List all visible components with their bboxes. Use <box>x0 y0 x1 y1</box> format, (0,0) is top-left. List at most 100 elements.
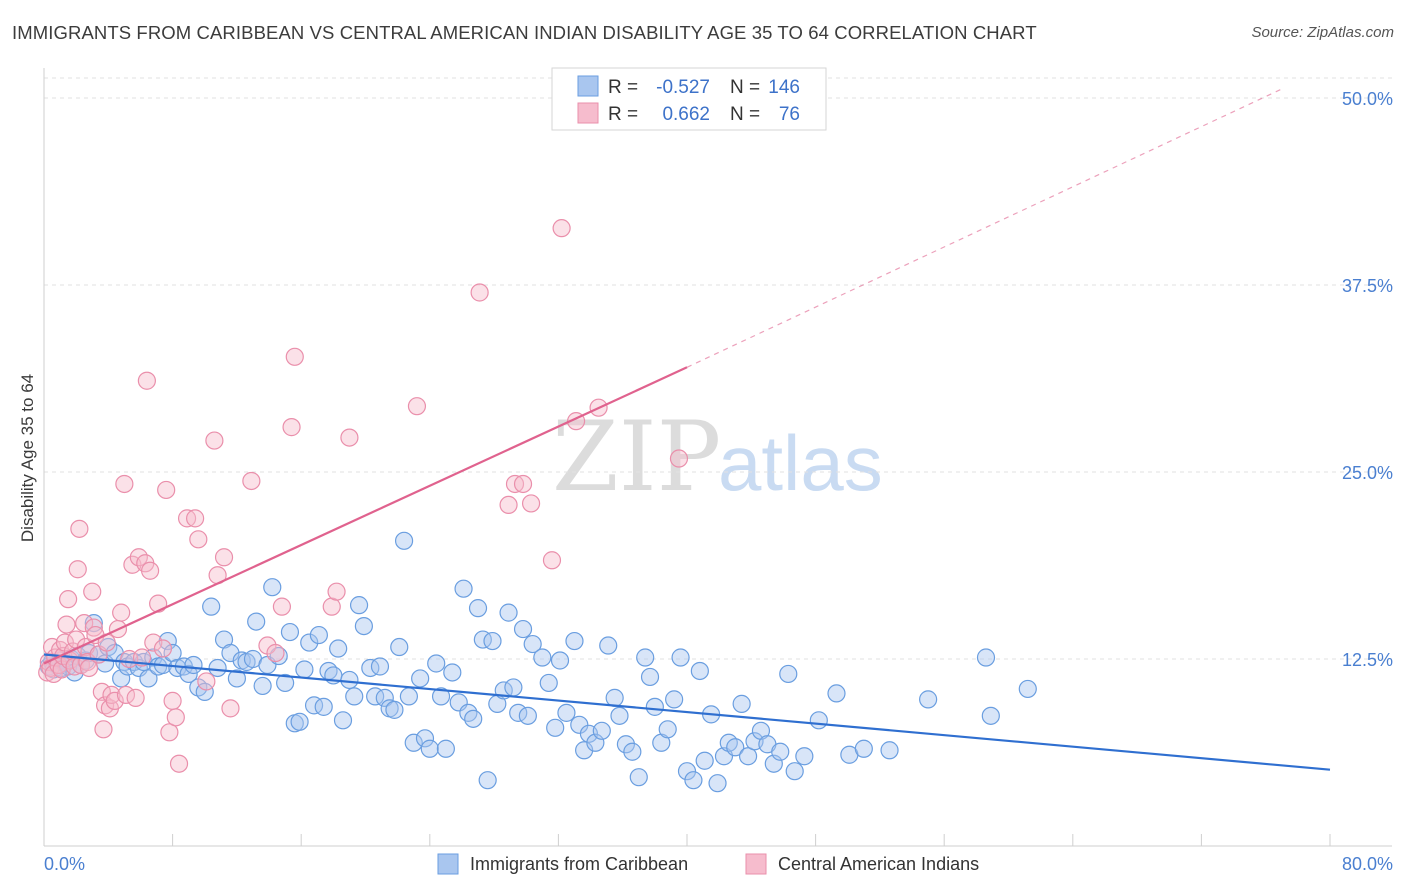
caribbean-point <box>732 694 751 713</box>
caribbean-point <box>415 729 435 748</box>
central-american-indian-trend-line <box>43 366 688 665</box>
central-american-indian-point <box>160 723 179 742</box>
caribbean-point <box>139 669 158 688</box>
central-american-indian-point <box>340 428 359 447</box>
caribbean-point <box>375 688 394 707</box>
bottom-legend-label-pink: Central American Indians <box>778 854 979 874</box>
watermark-atlas: atlas <box>718 419 883 507</box>
caribbean-point <box>314 697 333 716</box>
series-legend: Immigrants from Caribbean Central Americ… <box>437 853 979 875</box>
caribbean-point <box>550 651 570 670</box>
central-american-indian-point <box>75 613 94 633</box>
caribbean-point <box>645 697 664 716</box>
legend-n-value-2: 76 <box>779 104 800 125</box>
caribbean-point <box>459 703 478 722</box>
caribbean-point <box>827 684 846 703</box>
central-american-indian-point <box>115 474 134 494</box>
central-american-indian-point <box>499 495 518 515</box>
legend-r-value-2: 0.662 <box>662 104 710 125</box>
caribbean-point <box>504 678 523 697</box>
caribbean-point <box>610 706 629 725</box>
chart-title: IMMIGRANTS FROM CARIBBEAN VS CENTRAL AME… <box>12 22 1037 43</box>
caribbean-point <box>658 720 677 739</box>
caribbean-point <box>546 718 565 737</box>
legend-n-label-1: N = <box>730 77 760 98</box>
watermark-zip: ZIP <box>552 401 721 513</box>
legend-r-label-2: R = <box>608 104 638 125</box>
caribbean-point <box>779 664 798 684</box>
caribbean-point <box>671 648 690 667</box>
caribbean-point <box>695 751 714 770</box>
x-tick-label-max: 80.0% <box>1342 854 1393 874</box>
central-american-indian-point <box>163 691 182 710</box>
caribbean-point <box>976 648 996 667</box>
caribbean-point <box>464 709 483 728</box>
caribbean-point <box>726 738 745 757</box>
caribbean-point <box>483 631 502 651</box>
central-american-indian-point <box>126 688 145 707</box>
caribbean-point <box>394 531 414 550</box>
caribbean-point <box>349 596 369 615</box>
caribbean-point <box>431 687 451 706</box>
central-american-indian-trend-extension <box>686 88 1283 368</box>
caribbean-point <box>184 655 203 675</box>
caribbean-point <box>202 597 221 616</box>
central-american-indian-point <box>669 449 689 468</box>
caribbean-point <box>411 669 430 688</box>
caribbean-point <box>690 661 709 681</box>
caribbean-point <box>616 735 636 754</box>
caribbean-point <box>399 687 419 706</box>
caribbean-point <box>290 712 309 731</box>
caribbean-point <box>269 646 288 666</box>
caribbean-point <box>295 660 314 679</box>
caribbean-point <box>300 633 319 652</box>
central-american-indian-point <box>70 519 89 538</box>
caribbean-point <box>333 711 353 730</box>
caribbean-point <box>263 578 282 597</box>
central-american-indian-point <box>59 590 78 609</box>
caribbean-point <box>854 739 873 758</box>
caribbean-point <box>919 690 938 709</box>
central-american-indian-point <box>285 347 304 366</box>
caribbean-point <box>499 603 518 622</box>
caribbean-point <box>1018 679 1037 699</box>
caribbean-point <box>366 687 385 706</box>
central-american-indian-point <box>189 530 208 549</box>
central-american-indian-point <box>214 548 234 567</box>
central-american-indian-point <box>552 219 571 238</box>
caribbean-point <box>227 669 246 688</box>
legend-r-value-1: -0.527 <box>656 77 710 98</box>
central-american-indian-point <box>144 633 163 652</box>
central-american-indian-point <box>57 615 76 634</box>
central-american-indian-point <box>282 418 301 437</box>
central-american-indian-point <box>470 283 489 302</box>
central-american-indian-point <box>327 582 346 601</box>
central-american-indian-point <box>521 494 541 513</box>
legend-swatch-pink <box>577 102 599 124</box>
central-american-indian-point <box>153 639 173 658</box>
caribbean-point <box>280 622 300 642</box>
central-american-indian-point <box>95 696 115 715</box>
caribbean-point <box>636 648 655 667</box>
bottom-legend-label-blue: Immigrants from Caribbean <box>470 854 688 874</box>
central-american-indian-point <box>513 474 533 494</box>
central-american-indian-point <box>266 643 285 663</box>
caribbean-point <box>665 690 684 709</box>
trend-lines <box>43 88 1331 771</box>
y-axis-label: Disability Age 35 to 64 <box>18 374 37 542</box>
central-american-indian-point <box>84 618 103 637</box>
caribbean-point <box>518 706 537 725</box>
central-american-indian-point <box>149 594 168 613</box>
y-tick-label: 37.5% <box>1342 276 1393 296</box>
x-tick-label-min: 0.0% <box>44 854 85 874</box>
caribbean-point <box>557 703 576 722</box>
bottom-legend-swatch-pink <box>745 853 767 875</box>
caribbean-point <box>708 774 727 793</box>
caribbean-point <box>420 739 439 758</box>
caribbean-point <box>473 630 492 649</box>
y-tick-label: 12.5% <box>1342 650 1393 670</box>
legend-n-value-1: 146 <box>768 77 800 98</box>
central-american-indian-point <box>407 397 427 416</box>
caribbean-point <box>436 739 455 758</box>
caribbean-point <box>523 634 542 654</box>
